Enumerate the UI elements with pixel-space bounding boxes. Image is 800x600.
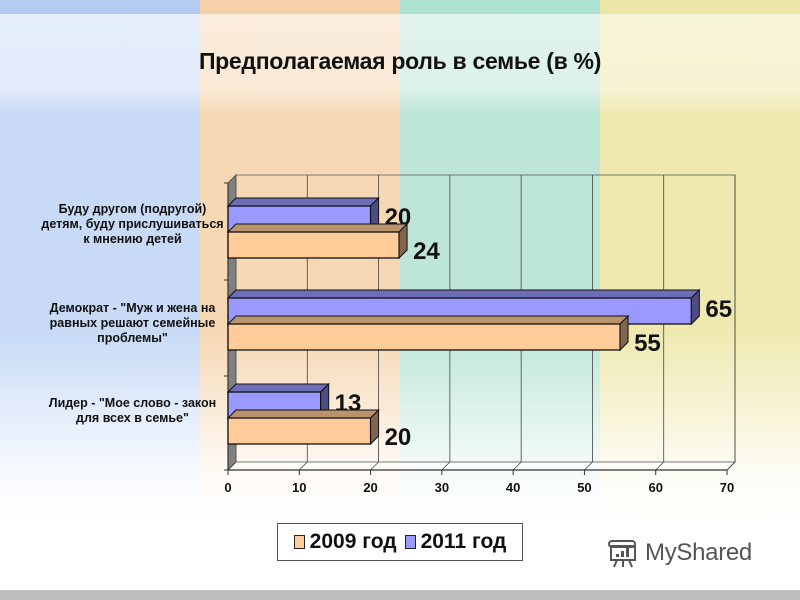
x-tick-label: 10: [292, 480, 306, 495]
bottom-bar: [0, 590, 800, 600]
legend-label: 2009 год: [309, 530, 397, 553]
value-label: 55: [634, 330, 661, 357]
category-label: Буду другом (подругой) детям, буду присл…: [41, 202, 224, 246]
floor-gridline: [584, 461, 593, 471]
legend-swatch-2009: [293, 535, 305, 549]
floor-gridline: [227, 461, 237, 471]
bar-top-face: [226, 197, 380, 207]
bar-end-face: [619, 314, 629, 352]
value-label: 24: [413, 238, 440, 265]
x-tick-label: 40: [506, 480, 520, 495]
legend-label: 2011 год: [420, 530, 507, 553]
bar-end-face: [690, 288, 700, 326]
x-tick-label: 50: [577, 480, 591, 495]
watermark-text: MyShared: [645, 539, 752, 566]
x-tick-label: 60: [648, 480, 662, 495]
presentation-board-icon: [608, 540, 636, 568]
floor-gridline: [655, 461, 664, 471]
x-tick-label: 0: [224, 480, 231, 495]
chart-legend: 2009 год 2011 год: [277, 523, 523, 561]
bar-top-face: [226, 383, 330, 393]
legend-item-2011: 2011 год: [404, 530, 507, 554]
x-tick-label: 70: [720, 480, 734, 495]
bar-2009-год: [227, 323, 621, 351]
slide-title: Предполагаемая роль в семье (в %): [198, 48, 602, 74]
bar-top-face: [226, 409, 380, 419]
bar-top-face: [226, 223, 409, 233]
watermark: MyShared: [606, 536, 752, 570]
floor-gridline: [299, 461, 308, 471]
x-tick-label: 20: [363, 480, 377, 495]
legend-swatch-2011: [404, 535, 416, 549]
bar-2009-год: [227, 231, 400, 259]
x-tick-label: 30: [435, 480, 449, 495]
floor-gridline: [512, 461, 522, 471]
floor-gridline: [726, 461, 736, 471]
bar-end-face: [398, 222, 408, 260]
value-label: 65: [705, 296, 732, 323]
floor-gridline: [441, 461, 451, 471]
bar-2009-год: [227, 417, 372, 445]
category-label: Лидер - "Мое слово - закон для всех в се…: [48, 396, 217, 425]
legend-item-2009: 2009 год: [293, 530, 397, 554]
bar-top-face: [226, 289, 701, 299]
chart-floor: [226, 461, 737, 471]
floor-gridline: [370, 461, 379, 471]
category-label: Демократ - "Муж и жена на равных решают …: [49, 301, 216, 345]
bar-end-face: [370, 408, 380, 446]
bar-top-face: [226, 315, 630, 325]
value-label: 20: [385, 424, 412, 451]
